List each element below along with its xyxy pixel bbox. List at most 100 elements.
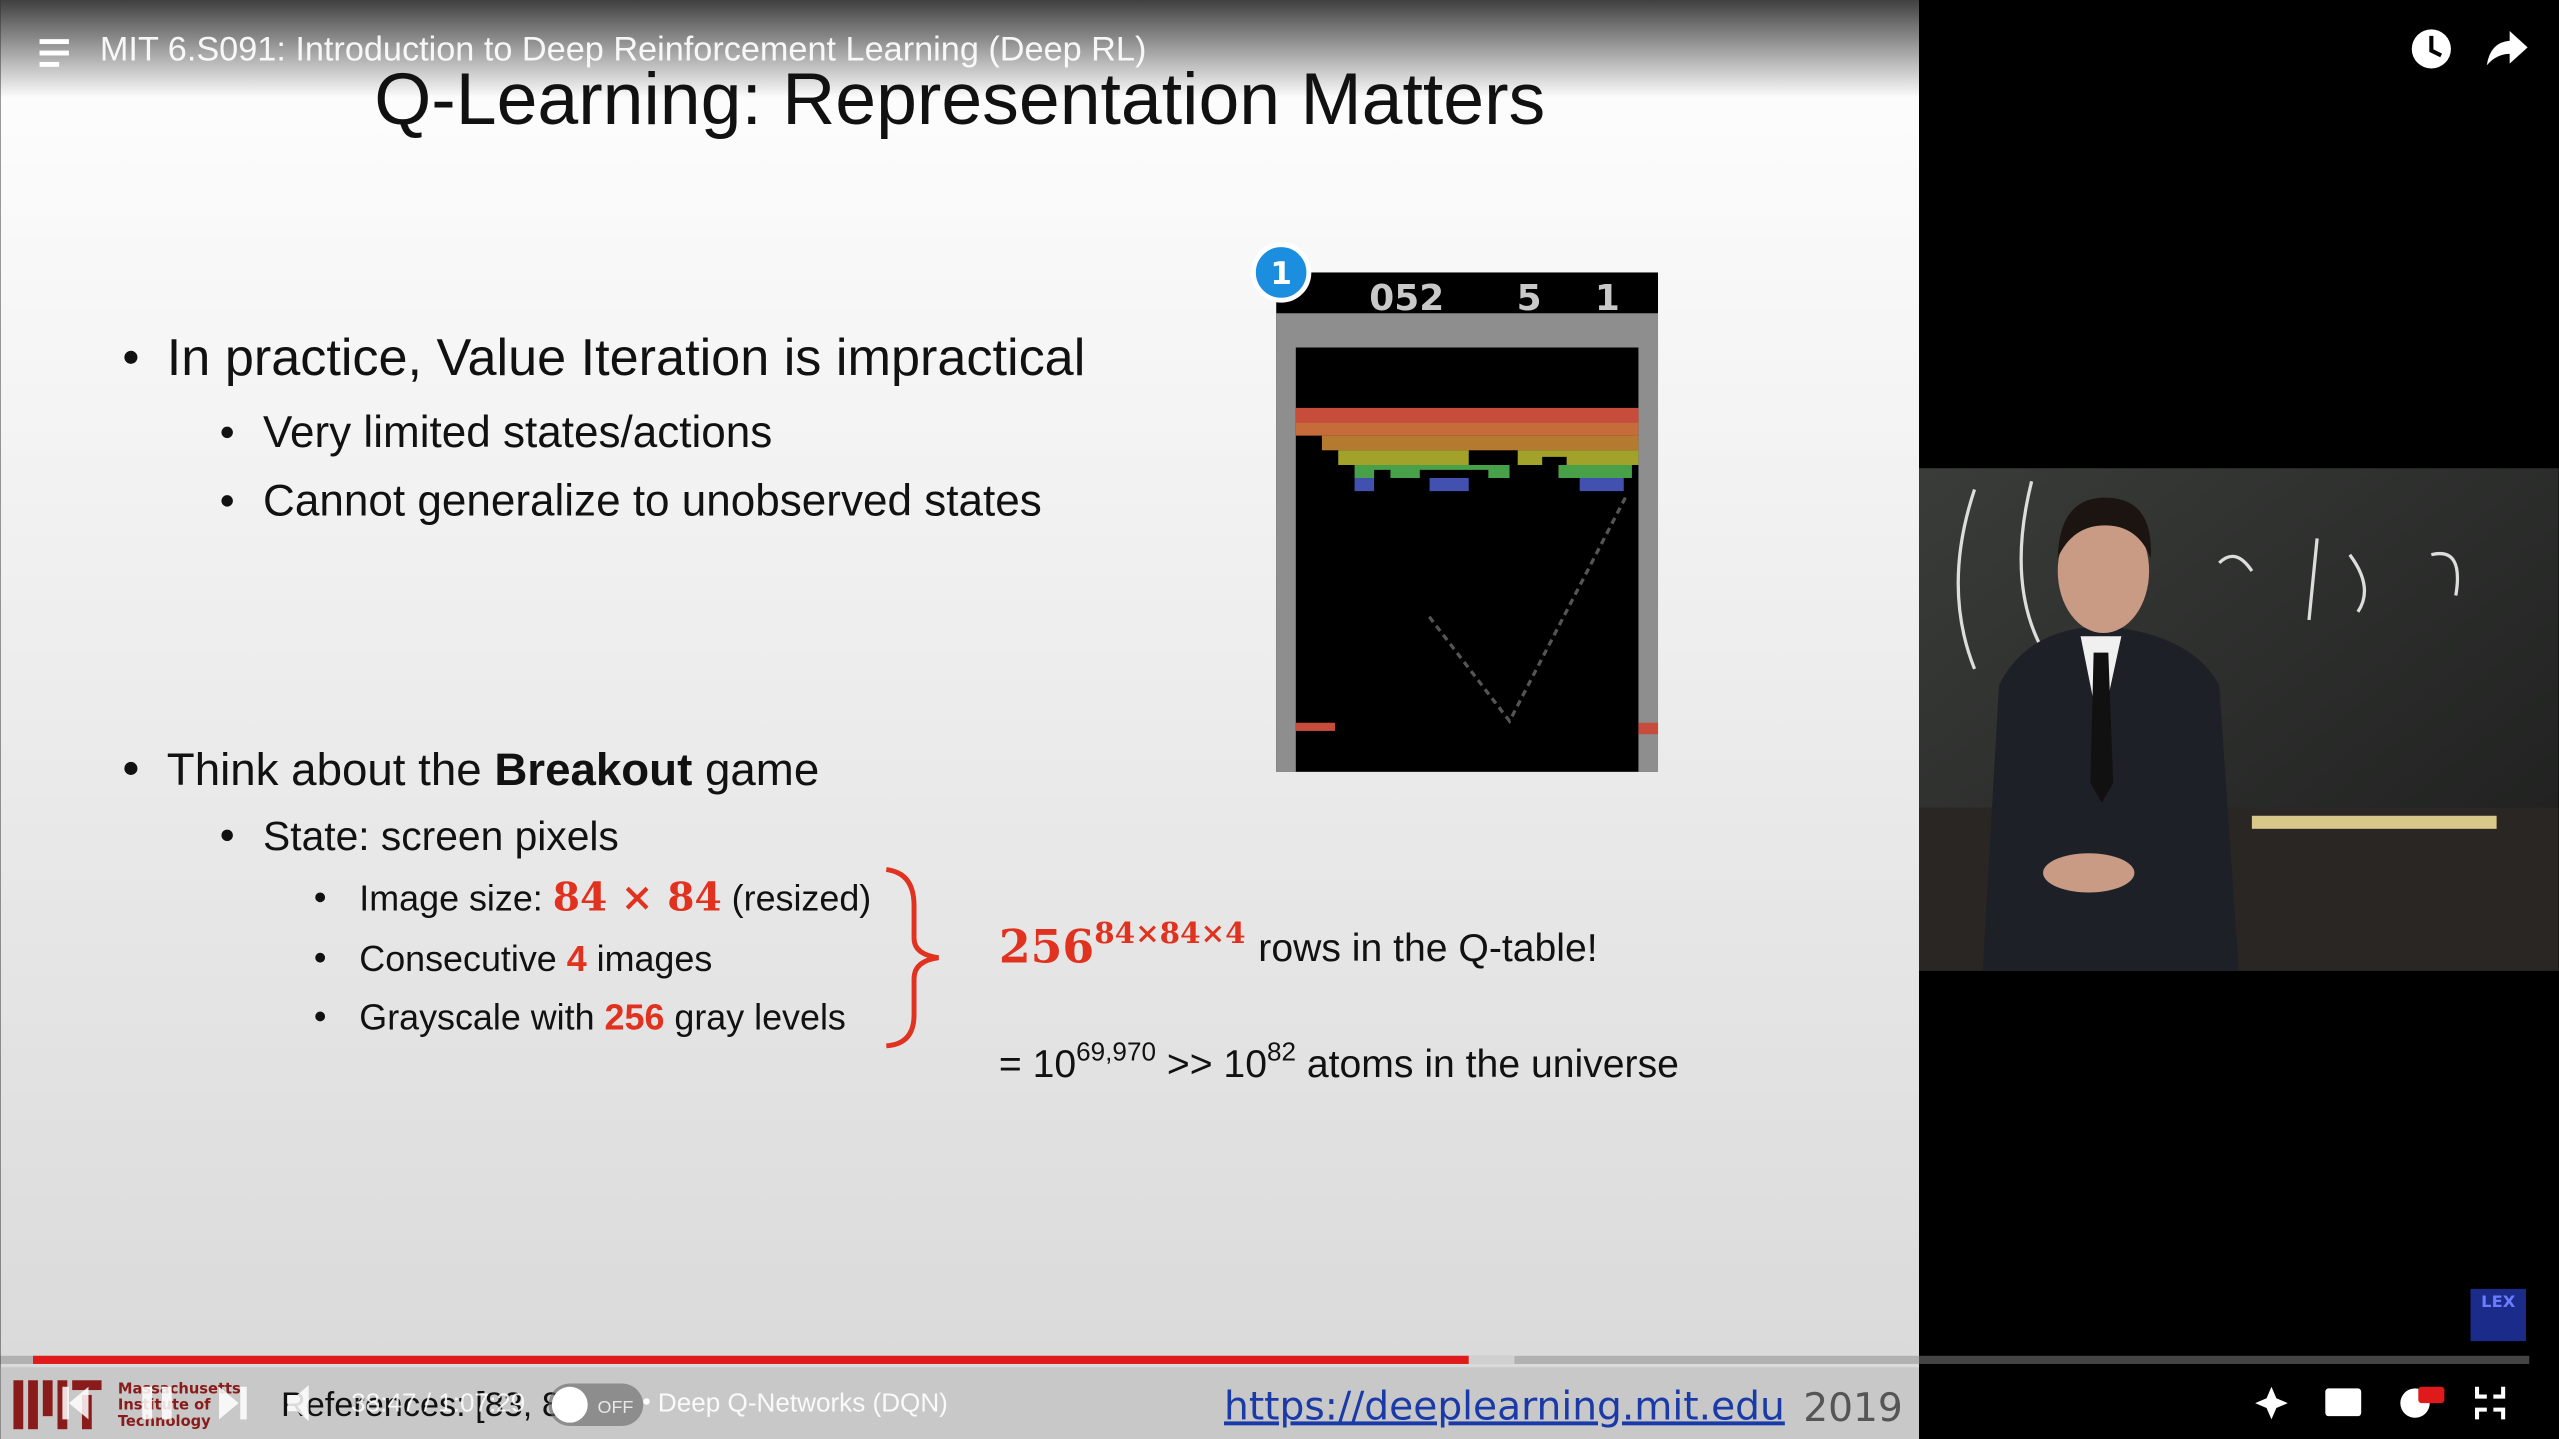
text-run-red: 4	[567, 939, 587, 979]
logo-bar	[13, 1380, 24, 1430]
control-bar-right	[1919, 1367, 2559, 1439]
lecturer-hair	[2057, 497, 2151, 558]
detail-bullet: Grayscale with 256 gray levels	[359, 997, 846, 1037]
bullet-dot	[315, 892, 326, 903]
progress-buffered	[1468, 1355, 1515, 1364]
bullet-dot	[124, 761, 138, 775]
progress-played	[33, 1355, 1469, 1364]
channel-badge[interactable]	[2470, 1288, 2526, 1342]
formula-base: 256	[999, 920, 1094, 974]
ball-trail	[1426, 496, 1627, 725]
logo-bar	[72, 1380, 102, 1391]
text-run: game	[692, 744, 819, 795]
logo-bar	[28, 1380, 38, 1430]
bullet-dot	[221, 426, 233, 439]
slide-footer	[0, 1367, 1920, 1439]
brace	[885, 867, 939, 1049]
autoplay-knob	[551, 1386, 588, 1423]
institute-line: Technology	[118, 1413, 211, 1430]
time-display: 38:47 / 1:07:29	[351, 1387, 525, 1417]
breakout-screenshot: 052 5 1 1	[1250, 242, 1659, 772]
formula-atoms: = 1069,970 >> 1082 atoms in the universe	[999, 1036, 1679, 1085]
lecturer-tie	[2090, 652, 2114, 803]
brick-row	[1321, 435, 1639, 451]
controls	[62, 1385, 309, 1422]
autoplay-label: OFF	[598, 1397, 634, 1417]
playlist-button[interactable]	[39, 39, 69, 67]
text-run-bold: Breakout	[494, 744, 692, 795]
chalk-writing	[1956, 480, 2460, 670]
slide-title: Q-Learning: Representation Matters	[374, 58, 1545, 140]
share-button[interactable]	[2486, 30, 2528, 66]
text-run-red: 256	[605, 997, 665, 1037]
channel-badge-text: LEX	[2481, 1292, 2516, 1311]
lecturer-hands	[2043, 853, 2135, 893]
paddle	[1295, 722, 1335, 731]
bullet-dot	[124, 350, 138, 364]
hd-badge	[2418, 1386, 2445, 1404]
sub-bullet: Very limited states/actions	[263, 408, 772, 457]
lecturer-head	[2057, 509, 2150, 634]
brick-row	[1354, 464, 1632, 479]
title-shade	[0, 0, 1920, 98]
next-button[interactable]	[219, 1386, 247, 1420]
volume-button[interactable]	[287, 1385, 309, 1422]
text-run: Consecutive	[359, 939, 566, 979]
sub-bullet: State: screen pixels	[263, 813, 619, 859]
text-run: = 10	[999, 1043, 1076, 1086]
ai-button[interactable]	[2255, 1386, 2288, 1420]
superscript: 82	[1267, 1036, 1296, 1066]
clock-hands	[2429, 35, 2443, 58]
formula-text: rows in the Q-table!	[1258, 927, 1597, 970]
sub-bullet: Cannot generalize to unobserved states	[263, 477, 1042, 526]
text-run: atoms in the universe	[1296, 1043, 1679, 1086]
brick-row	[1295, 407, 1639, 423]
badge	[1250, 242, 1312, 303]
chalk-tray	[2251, 815, 2497, 829]
separator-dot	[643, 1398, 650, 1405]
bullet-dot	[221, 495, 233, 507]
previous-button[interactable]	[62, 1386, 89, 1420]
superscript: 69,970	[1076, 1036, 1156, 1066]
brick-row	[1338, 450, 1639, 465]
game-player: 1	[1595, 278, 1620, 319]
text-run: (resized)	[722, 878, 872, 918]
bullet-dot	[315, 1011, 326, 1022]
menu-line	[39, 50, 69, 56]
bullet-dot	[315, 952, 326, 963]
right-controls	[2255, 1386, 2506, 1420]
bullet: Think about the Breakout game	[167, 744, 819, 795]
lecturer-suit	[1982, 628, 2239, 971]
year: 2019	[1803, 1386, 1903, 1431]
bullet: In practice, Value Iteration is impracti…	[167, 329, 1086, 387]
text-run: Think about the	[167, 744, 495, 795]
course-url[interactable]: https://deeplearning.mit.edu	[1224, 1384, 1785, 1429]
brick-row	[1295, 422, 1639, 436]
badge-number: 1	[1270, 256, 1292, 292]
captions-button[interactable]	[2325, 1388, 2362, 1417]
text-run: Image size:	[359, 878, 552, 918]
paddle-edge	[1638, 722, 1659, 735]
lecturer-video	[1919, 468, 2559, 971]
text-run: images	[587, 939, 713, 979]
watch-later-button[interactable]	[2411, 29, 2451, 69]
text-run: >> 10	[1156, 1043, 1267, 1086]
menu-line	[39, 39, 69, 45]
logo-bar	[42, 1380, 53, 1417]
fullscreen-button[interactable]	[2474, 1386, 2506, 1420]
brick-row	[1354, 478, 1624, 492]
text-run: gray levels	[664, 997, 845, 1037]
formula-rows: 25684×84×4	[999, 915, 1246, 974]
game-score: 052	[1369, 278, 1444, 319]
references: References: [83, 8	[281, 1386, 561, 1424]
text-run: Grayscale with	[359, 997, 604, 1037]
pause-button[interactable]	[142, 1386, 172, 1420]
detail-bullet: Consecutive 4 images	[359, 939, 712, 979]
menu-line	[39, 61, 60, 67]
bullet-dot	[221, 829, 233, 842]
video-title[interactable]: MIT 6.S091: Introduction to Deep Reinfor…	[100, 30, 1146, 68]
chapter-title[interactable]: Deep Q-Networks (DQN)	[658, 1387, 948, 1417]
